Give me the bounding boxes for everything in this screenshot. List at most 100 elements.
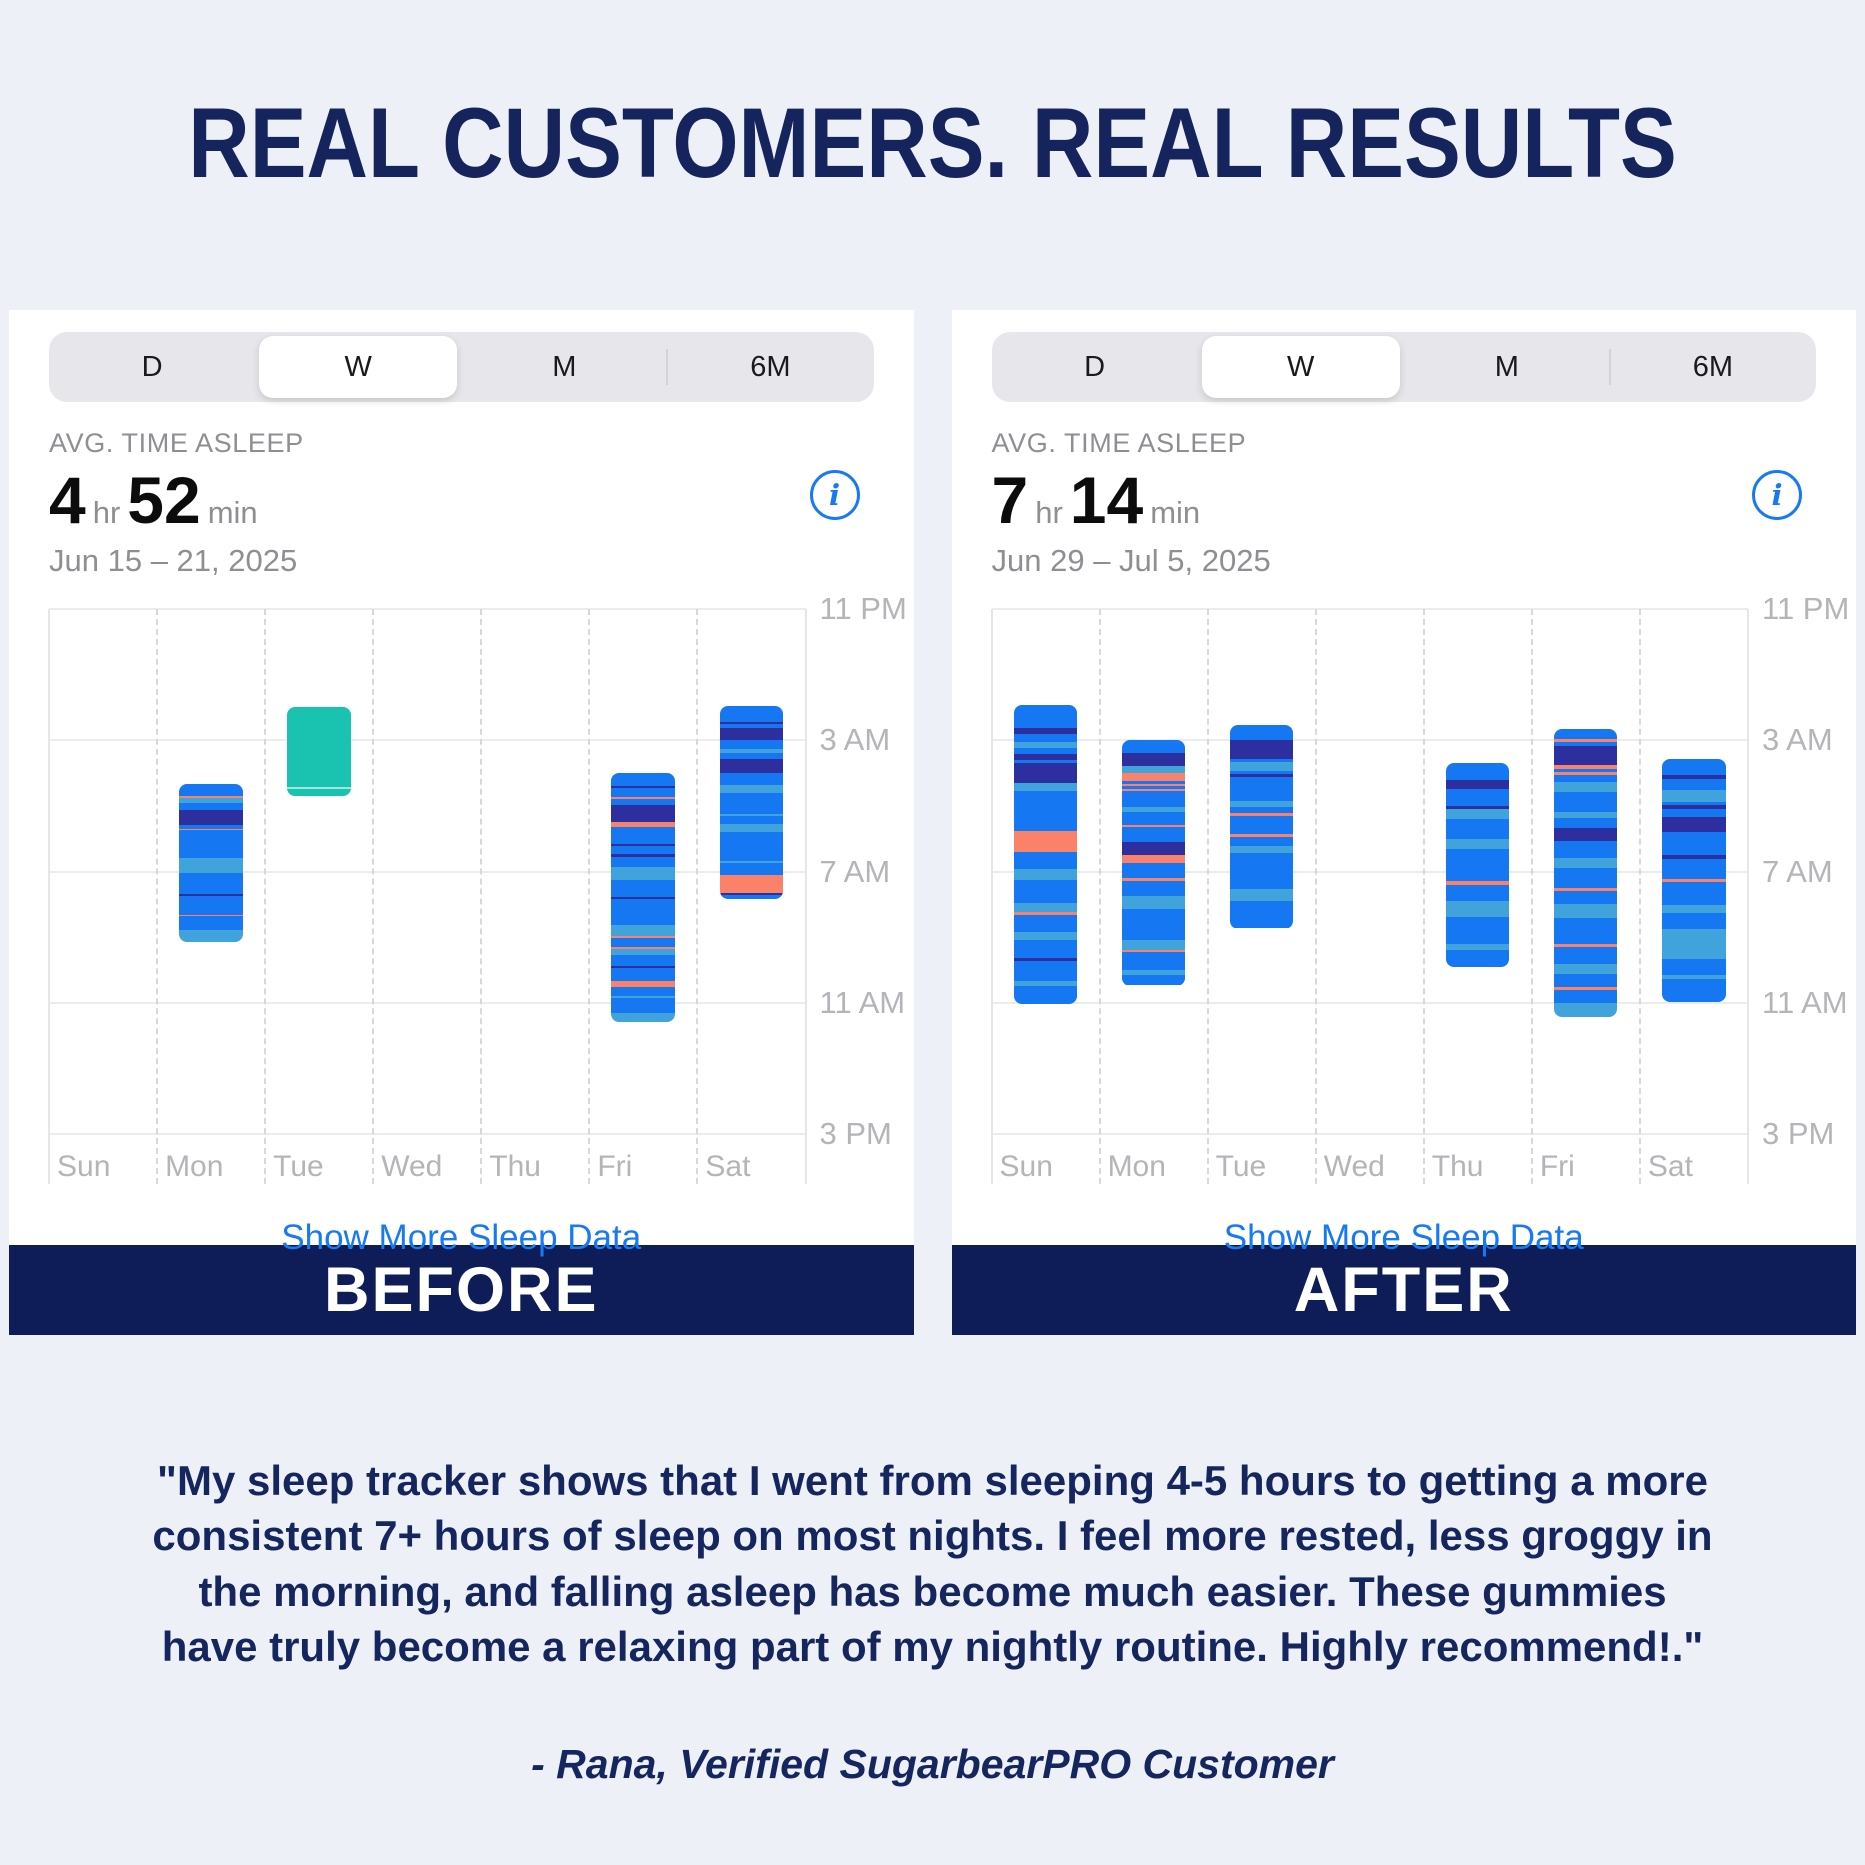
segment-month[interactable]: M — [1494, 350, 1519, 383]
plot-area: Sun Mon Tue Wed Thu Fri Sat — [48, 608, 807, 1184]
metric-label: AVG. TIME ASLEEP — [49, 428, 304, 458]
segment-week[interactable]: W — [1287, 350, 1315, 383]
sleep-stripe — [1013, 980, 1078, 987]
segment-month[interactable]: M — [552, 350, 577, 383]
gridline-horizontal — [49, 739, 806, 742]
sleep-stripe — [1553, 963, 1618, 974]
sleep-stripe — [1553, 765, 1618, 769]
gridline-horizontal — [49, 1001, 806, 1004]
sleep-stripe — [1553, 791, 1618, 812]
sleep-stripe — [1121, 880, 1186, 897]
sleep-stripe — [179, 797, 243, 803]
sleep-stripe — [1445, 819, 1510, 839]
sleep-stripe — [1013, 903, 1078, 912]
sleep-stripe — [1553, 917, 1618, 944]
sleep-stripe — [1229, 852, 1294, 889]
time-axis-labels: 11 PM 3 AM 7 AM 11 AM 3 PM — [1748, 591, 1856, 1151]
sleep-stripe — [611, 796, 675, 799]
sleep-stripe — [1013, 748, 1078, 754]
sleep-stripe — [1013, 880, 1078, 904]
quote-line: the morning, and falling asleep has beco… — [198, 1567, 1667, 1615]
time-axis-label: 11 PM — [1762, 591, 1850, 626]
sleep-stripe — [179, 809, 243, 826]
sleep-stripe — [287, 786, 351, 789]
day-label: Mon — [1107, 1150, 1166, 1183]
time-axis-label: 11 PM — [819, 591, 907, 626]
sleep-stripe — [1553, 867, 1618, 888]
sleep-stripe — [1445, 779, 1510, 790]
sleep-stripe — [287, 707, 351, 787]
info-icon[interactable]: i — [1752, 470, 1802, 520]
sleep-stripe — [1229, 888, 1294, 902]
sleep-stripe — [1445, 809, 1510, 819]
show-more-sleep-data-link[interactable]: Show More Sleep Data — [1223, 1218, 1584, 1257]
time-axis-label: 11 AM — [819, 984, 906, 1020]
sleep-stripe — [1662, 816, 1726, 833]
segment-day[interactable]: D — [1084, 350, 1106, 383]
sleep-stripe — [1121, 970, 1186, 976]
sleep-stripe — [1662, 905, 1726, 914]
sleep-stripe — [1013, 791, 1078, 832]
sleep-stripe — [1013, 957, 1078, 961]
sleep-stripe — [611, 845, 675, 855]
sleep-stripe — [1121, 806, 1186, 812]
sleep-stripe — [611, 938, 675, 947]
after-panel: D W M 6M AVG. TIME ASLEEP 7 hr 14 min Ju… — [951, 310, 1857, 1335]
sleep-stripe — [1121, 773, 1186, 782]
sleep-stripe — [1553, 1003, 1618, 1017]
time-range-segmented-control[interactable]: D W M 6M — [991, 332, 1816, 402]
time-range-segmented-control[interactable]: D W M 6M — [49, 332, 874, 402]
sleep-stripe — [1662, 805, 1726, 810]
sleep-stripe — [719, 724, 784, 729]
segment-six-month[interactable]: 6M — [750, 350, 791, 383]
segment-six-month[interactable]: 6M — [1692, 350, 1734, 383]
sleep-stripe — [1662, 790, 1726, 802]
sleep-stripe — [179, 916, 243, 930]
segment-day[interactable]: D — [141, 350, 163, 383]
sleep-chart-after: Sun Mon Tue Wed Thu Fri Sat 11 PM 3 AM 7 AM 11 AM… — [990, 591, 1857, 1184]
avg-sleep-stat: 4 hr 52 min — [49, 467, 874, 533]
sleep-stripe — [1229, 770, 1294, 774]
day-label: Tue — [273, 1150, 324, 1183]
sleep-stripe — [287, 788, 351, 797]
sleep-stripe — [1229, 773, 1294, 777]
day-label: Thu — [489, 1150, 541, 1183]
sleep-stripe — [1121, 855, 1186, 863]
day-label: Sat — [1647, 1150, 1693, 1183]
sleep-stripe — [1553, 775, 1618, 782]
sleep-stripe — [1121, 740, 1186, 754]
metric-label: AVG. TIME ASLEEP — [991, 428, 1247, 458]
time-axis-label: 3 PM — [819, 1116, 892, 1151]
gridline-horizontal — [991, 739, 1748, 742]
show-more-sleep-data-link[interactable]: Show More Sleep Data — [281, 1218, 642, 1257]
before-panel: D W M 6M AVG. TIME ASLEEP 4 hr 52 min Ju… — [9, 310, 914, 1335]
sleep-stripe — [611, 785, 675, 789]
sleep-stripe — [1013, 931, 1078, 941]
sleep-stripe — [1553, 772, 1618, 776]
gridline-horizontal — [991, 1001, 1748, 1004]
day-label: Mon — [165, 1150, 224, 1183]
sleep-stripe — [1013, 762, 1078, 783]
sleep-stripe — [1662, 774, 1726, 779]
gridline-horizontal — [991, 1133, 1748, 1135]
sleep-stripe — [1445, 950, 1510, 967]
day-label: Sun — [999, 1150, 1053, 1183]
gridline-horizontal — [991, 608, 1748, 610]
sleep-stripe — [611, 854, 675, 857]
sleep-stripe — [611, 925, 675, 936]
sleep-stripe — [611, 995, 675, 998]
sleep-stripe — [1662, 855, 1726, 860]
sleep-stripe — [611, 826, 675, 844]
sleep-stripe — [611, 998, 675, 1013]
page-background: { "title": "REAL CUSTOMERS. REAL RESULTS… — [0, 86, 1865, 1865]
segment-week[interactable]: W — [344, 350, 372, 383]
sleep-stripe — [1013, 831, 1078, 852]
sleep-stripe — [179, 929, 243, 943]
sleep-stripe — [719, 785, 784, 794]
sleep-stripe — [611, 948, 675, 956]
gridline-vertical-dashed — [480, 609, 483, 1184]
info-icon[interactable]: i — [809, 470, 860, 520]
sleep-stripe — [719, 772, 784, 786]
sleep-stripe — [1013, 753, 1078, 760]
gridline-vertical-dashed — [1206, 609, 1209, 1184]
